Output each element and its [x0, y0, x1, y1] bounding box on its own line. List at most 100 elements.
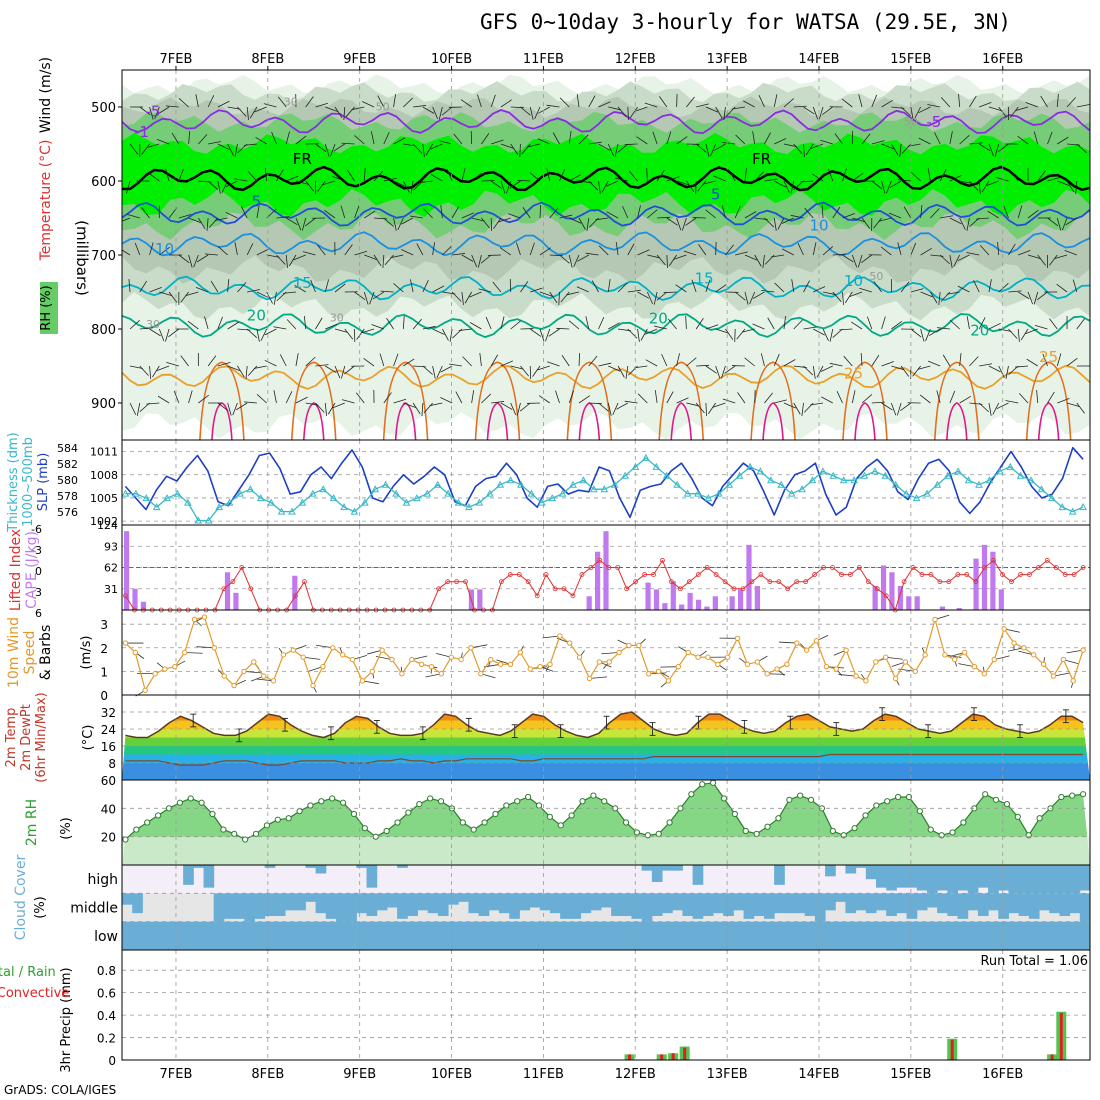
cape-bar: [981, 544, 988, 610]
wind-barb: [293, 254, 306, 261]
wind-point: [1050, 673, 1057, 679]
wind-barb: [422, 280, 429, 293]
cloud-bar-low: [286, 921, 298, 950]
wind-point: [122, 640, 129, 646]
cloud-bar-middle: [122, 893, 133, 905]
cloud-bar-low: [1048, 921, 1060, 950]
wind-barb: [577, 254, 589, 262]
wind-barb: [561, 354, 570, 367]
wind-barb: [1037, 254, 1046, 266]
wind-barb: [1036, 291, 1048, 301]
wind-barb: [676, 217, 682, 231]
wind-barb: [852, 217, 865, 223]
cloud-row-label: high: [87, 872, 118, 888]
thickness-point: [871, 467, 879, 475]
wind-barb: [221, 180, 229, 193]
thickness-point: [423, 489, 432, 497]
rh2m-point: [242, 836, 249, 843]
wind-barb: [449, 328, 453, 342]
wind-barb: [139, 402, 150, 412]
cloud-bar-high: [916, 865, 928, 891]
wind-barb: [286, 319, 297, 330]
cloud-bar-high: [641, 865, 653, 871]
wind-barb: [949, 319, 960, 330]
cloud-bar-middle: [662, 893, 673, 914]
wind-barb: [615, 242, 619, 256]
thickness-point: [1068, 507, 1077, 515]
rh2m-point: [144, 819, 151, 826]
cloud-bar-middle: [519, 893, 531, 911]
thickness-point: [340, 503, 348, 511]
li-point: [239, 565, 245, 570]
li-point: [776, 579, 782, 585]
wind-barb: [305, 356, 316, 367]
wind-barb: [422, 143, 425, 157]
rh2m-point: [252, 830, 260, 837]
wind-barb: [969, 95, 977, 108]
wind-barb: [744, 211, 757, 219]
thickness-line: [125, 457, 1084, 522]
wind-barb: [294, 284, 306, 293]
wind-barb: [676, 397, 689, 404]
wind-barb: [1056, 94, 1059, 108]
wind-barb: [432, 365, 436, 379]
wind-point: [162, 666, 168, 672]
wind-barb: [812, 106, 819, 120]
li-point: [463, 579, 468, 585]
wind-barb: [1018, 249, 1031, 256]
wind-barb: [477, 254, 482, 268]
y-tick-label: 20: [101, 831, 116, 845]
isotherm-loop: [670, 402, 693, 440]
cloud-bar-middle: [1079, 893, 1090, 922]
wind-barb: [1037, 170, 1046, 182]
wind-barb: [953, 254, 961, 267]
wind-barb: [998, 365, 1005, 378]
wind-barb: [548, 328, 560, 337]
wind-barb: [721, 365, 726, 379]
li-point: [543, 572, 549, 577]
wind-barb: [669, 254, 677, 267]
wind-barb: [452, 253, 466, 256]
li-point: [713, 572, 719, 577]
wind-barb: [764, 132, 771, 145]
cloud-bar-middle: [488, 893, 500, 911]
rh2m-point: [1058, 793, 1065, 801]
rh2m-point: [535, 802, 543, 809]
cloud-bar-middle: [896, 893, 908, 914]
wind-barb: [1025, 101, 1038, 108]
cloud-bar-middle: [753, 893, 765, 916]
li-point: [221, 586, 227, 592]
thickness-point: [600, 485, 609, 493]
wind-barb: [744, 357, 755, 367]
cloud-bar-low: [739, 921, 751, 950]
wind-barb: [529, 172, 541, 182]
wind-barb: [510, 143, 519, 156]
wind-barb: [237, 365, 245, 378]
thickness-point: [444, 489, 452, 497]
rh2m-point: [285, 815, 292, 822]
cloud-bar-low: [122, 921, 133, 950]
wind-barb: [356, 328, 365, 340]
wind-barb: [800, 180, 814, 183]
wind-barb: [556, 327, 570, 330]
wind-barb: [403, 402, 416, 408]
wind-barb: [178, 98, 189, 108]
thickness-point: [662, 471, 671, 479]
wind-barb: [744, 168, 747, 182]
thickness-point: [215, 503, 223, 511]
y-tick-label: 600: [91, 175, 116, 190]
wind-barb: [469, 322, 482, 330]
wind-barb: [666, 131, 672, 145]
wind-barb: [725, 328, 734, 340]
cloud-bar-low: [708, 921, 720, 950]
wind-barb: [723, 106, 726, 120]
wind-barb: [793, 105, 807, 108]
wind-barb: [256, 678, 274, 682]
wind-barb: [715, 284, 727, 293]
y-axis-label: (m/s): [79, 636, 94, 670]
thickness-point: [225, 498, 234, 506]
wind-barb: [578, 352, 581, 367]
cloud-bar-middle: [366, 893, 378, 916]
wind-barb: [243, 143, 257, 146]
wind-barb: [725, 244, 734, 256]
